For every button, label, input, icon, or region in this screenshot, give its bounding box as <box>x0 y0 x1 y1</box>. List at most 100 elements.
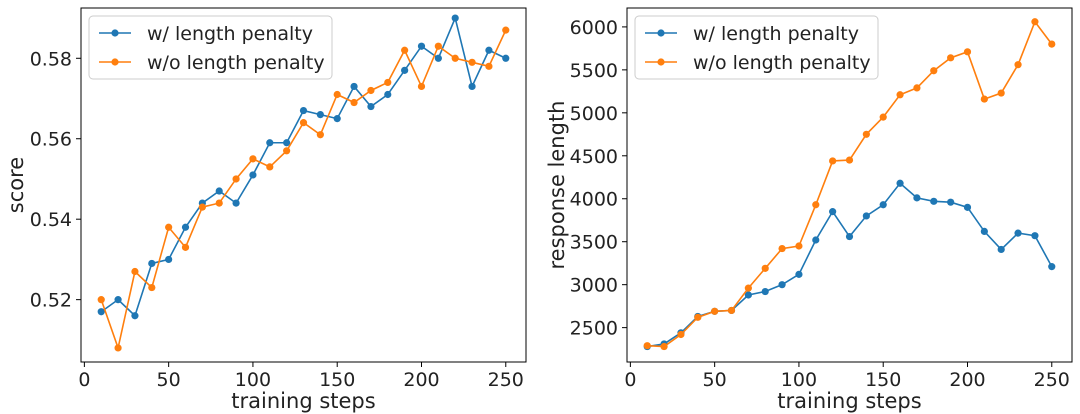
score-series-0-point <box>165 255 173 264</box>
score-series-0-point <box>114 296 122 304</box>
length-legend-marker <box>657 29 665 37</box>
length-series-1-point <box>778 244 786 253</box>
length-series-1-point <box>727 306 736 315</box>
score-series-1-point <box>97 296 105 304</box>
length-series-0-point <box>963 203 972 211</box>
length-y-tick-label: 3000 <box>570 275 618 297</box>
length-series-0-point <box>980 227 988 235</box>
length-series-0-point <box>845 232 854 241</box>
length-x-tick-label: 200 <box>949 369 985 391</box>
length-series-1-point <box>711 307 719 315</box>
score-series-1-point <box>451 54 459 62</box>
length-series-0-point <box>930 197 938 205</box>
length-x-tick-label: 0 <box>624 369 636 391</box>
score-series-0-point <box>215 187 223 195</box>
length-series-1-point <box>812 201 820 209</box>
length-series-0-point <box>1031 232 1039 240</box>
score-series-0-point <box>333 115 341 123</box>
score-series-1-point <box>468 58 476 66</box>
length-y-tick-label: 5500 <box>570 60 618 82</box>
length-y-axis-label: response length <box>545 101 569 270</box>
length-series-0-point <box>829 208 837 216</box>
length-x-axis-label: training steps <box>777 389 921 413</box>
length-axes-frame <box>626 7 1073 363</box>
score-y-tick-label: 0.56 <box>30 129 72 151</box>
score-series-0-point <box>417 42 426 50</box>
length-series-0-point <box>1048 263 1056 271</box>
length-series-1-point <box>677 330 685 339</box>
score-x-tick-label: 50 <box>157 369 181 391</box>
score-series-0-point <box>384 90 392 99</box>
score-x-axis-label: training steps <box>231 389 375 413</box>
score-series-1-point <box>417 82 426 91</box>
score-x-tick-label: 100 <box>235 369 271 391</box>
length-legend-marker <box>657 58 665 66</box>
length-series-0-point <box>744 291 752 299</box>
length-series-1-point <box>980 95 988 103</box>
length-series-1-point <box>913 84 921 92</box>
length-series-1-point <box>845 156 854 164</box>
score-series-0-point <box>434 54 442 62</box>
length-series-0-point <box>812 236 820 244</box>
score-series-1-point <box>165 223 173 231</box>
length-series-0-point <box>862 212 870 220</box>
score-series-0-point <box>232 199 240 207</box>
score-series-1-point <box>114 344 122 352</box>
length-series-1-point <box>997 89 1005 97</box>
score-series-1-point <box>333 90 341 99</box>
score-series-1-point <box>148 283 156 292</box>
score-legend-label: w/ length penalty <box>147 23 313 45</box>
length-series-1-point <box>930 67 938 75</box>
length-y-tick-label: 2500 <box>570 318 618 340</box>
score-series-0-point <box>283 139 291 147</box>
length-series-0-point <box>879 201 887 209</box>
score-legend <box>88 15 333 80</box>
score-y-tick-label: 0.52 <box>30 290 72 312</box>
score-y-tick-label: 0.58 <box>30 48 72 70</box>
score-series-1-point <box>283 147 291 155</box>
score-series-0-point <box>131 312 139 320</box>
score-chart: 0 50 100 150 200 250 0.52 0.54 0.56 0.58 training … <box>4 7 527 413</box>
score-series-1-point <box>232 175 240 183</box>
score-series-1-point <box>316 131 324 139</box>
score-series-1-point <box>249 155 257 163</box>
length-legend-label: w/ length penalty <box>693 23 859 45</box>
score-series-0-point <box>401 66 409 74</box>
score-legend-marker <box>111 58 119 66</box>
score-series-0-point <box>316 111 324 119</box>
score-series-1-point <box>198 203 206 211</box>
score-series-1-point <box>434 42 442 50</box>
score-series-1-point <box>384 78 392 87</box>
length-y-tick-label: 4500 <box>570 146 618 168</box>
score-series-0-point <box>367 102 375 111</box>
score-y-tick-label: 0.54 <box>30 209 72 231</box>
length-series-1-point <box>829 157 837 165</box>
length-series-0-point <box>795 270 803 278</box>
score-series-1-point <box>266 163 274 171</box>
length-x-tick-label: 250 <box>1034 369 1070 391</box>
response-length-chart: 0 50 100 150 200 250 2500 3000 3500 4000 4500 5000 5… <box>545 7 1073 413</box>
length-series-1-point <box>963 48 972 56</box>
length-series-1-point <box>862 130 870 138</box>
length-series-0-point <box>778 281 786 289</box>
score-legend-label: w/o length penalty <box>147 52 325 74</box>
score-series-1-point <box>181 243 190 251</box>
score-series-1-point <box>485 62 493 70</box>
score-legend-marker <box>111 29 119 37</box>
length-series-0-point <box>947 198 955 206</box>
length-series-1-point <box>694 313 702 321</box>
score-x-tick-label: 250 <box>488 369 524 391</box>
length-legend-label: w/o length penalty <box>693 52 871 74</box>
score-x-tick-label: 0 <box>78 369 90 391</box>
length-series-1-point <box>1048 40 1056 48</box>
length-series-1-point <box>643 342 651 350</box>
score-x-tick-label: 150 <box>319 369 355 391</box>
score-series-0-point <box>266 139 274 147</box>
length-series-0-point <box>997 245 1005 254</box>
score-series-0-point <box>181 223 190 231</box>
score-series-0-point <box>451 14 459 22</box>
score-series-0-point <box>148 259 156 268</box>
score-series-1-point <box>401 46 409 54</box>
score-x-tick-label: 200 <box>403 369 439 391</box>
